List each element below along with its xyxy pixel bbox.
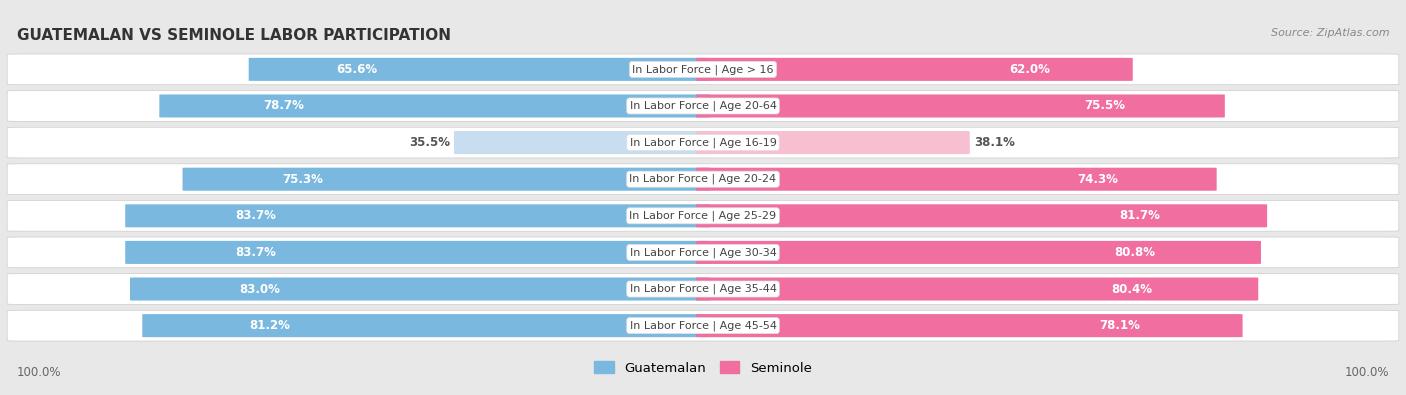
FancyBboxPatch shape — [7, 237, 1399, 268]
FancyBboxPatch shape — [159, 94, 710, 117]
FancyBboxPatch shape — [696, 241, 1261, 264]
Text: 74.3%: 74.3% — [1077, 173, 1119, 186]
FancyBboxPatch shape — [696, 314, 1243, 337]
Text: In Labor Force | Age 20-64: In Labor Force | Age 20-64 — [630, 101, 776, 111]
FancyBboxPatch shape — [696, 278, 1258, 301]
FancyBboxPatch shape — [183, 167, 710, 191]
FancyBboxPatch shape — [125, 241, 710, 264]
Text: 83.7%: 83.7% — [235, 209, 276, 222]
Text: 81.2%: 81.2% — [249, 319, 290, 332]
FancyBboxPatch shape — [696, 94, 1225, 117]
Text: In Labor Force | Age 35-44: In Labor Force | Age 35-44 — [630, 284, 776, 294]
Text: 100.0%: 100.0% — [17, 366, 62, 379]
Text: 62.0%: 62.0% — [1010, 63, 1050, 76]
Text: In Labor Force | Age 16-19: In Labor Force | Age 16-19 — [630, 137, 776, 148]
Text: 65.6%: 65.6% — [336, 63, 377, 76]
Text: GUATEMALAN VS SEMINOLE LABOR PARTICIPATION: GUATEMALAN VS SEMINOLE LABOR PARTICIPATI… — [17, 28, 451, 43]
FancyBboxPatch shape — [7, 310, 1399, 341]
FancyBboxPatch shape — [7, 200, 1399, 231]
Text: In Labor Force | Age > 16: In Labor Force | Age > 16 — [633, 64, 773, 75]
FancyBboxPatch shape — [696, 204, 1267, 228]
Text: 81.7%: 81.7% — [1119, 209, 1160, 222]
Text: 83.0%: 83.0% — [239, 282, 280, 295]
Text: 78.1%: 78.1% — [1099, 319, 1140, 332]
Text: 80.8%: 80.8% — [1114, 246, 1154, 259]
FancyBboxPatch shape — [129, 278, 710, 301]
FancyBboxPatch shape — [7, 90, 1399, 121]
Text: In Labor Force | Age 25-29: In Labor Force | Age 25-29 — [630, 211, 776, 221]
Text: 75.3%: 75.3% — [281, 173, 323, 186]
Text: Source: ZipAtlas.com: Source: ZipAtlas.com — [1271, 28, 1389, 38]
Legend: Guatemalan, Seminole: Guatemalan, Seminole — [589, 356, 817, 380]
FancyBboxPatch shape — [7, 127, 1399, 158]
FancyBboxPatch shape — [696, 167, 1216, 191]
Text: 100.0%: 100.0% — [1344, 366, 1389, 379]
Text: 83.7%: 83.7% — [235, 246, 276, 259]
FancyBboxPatch shape — [696, 58, 1133, 81]
Text: In Labor Force | Age 30-34: In Labor Force | Age 30-34 — [630, 247, 776, 258]
FancyBboxPatch shape — [7, 274, 1399, 305]
Text: 35.5%: 35.5% — [409, 136, 450, 149]
Text: 75.5%: 75.5% — [1084, 100, 1125, 113]
Text: In Labor Force | Age 20-24: In Labor Force | Age 20-24 — [630, 174, 776, 184]
FancyBboxPatch shape — [696, 131, 970, 154]
FancyBboxPatch shape — [454, 131, 710, 154]
FancyBboxPatch shape — [249, 58, 710, 81]
FancyBboxPatch shape — [7, 164, 1399, 195]
Text: 80.4%: 80.4% — [1112, 282, 1153, 295]
FancyBboxPatch shape — [7, 54, 1399, 85]
Text: 78.7%: 78.7% — [263, 100, 304, 113]
Text: 38.1%: 38.1% — [974, 136, 1015, 149]
Text: In Labor Force | Age 45-54: In Labor Force | Age 45-54 — [630, 320, 776, 331]
FancyBboxPatch shape — [125, 204, 710, 228]
FancyBboxPatch shape — [142, 314, 710, 337]
